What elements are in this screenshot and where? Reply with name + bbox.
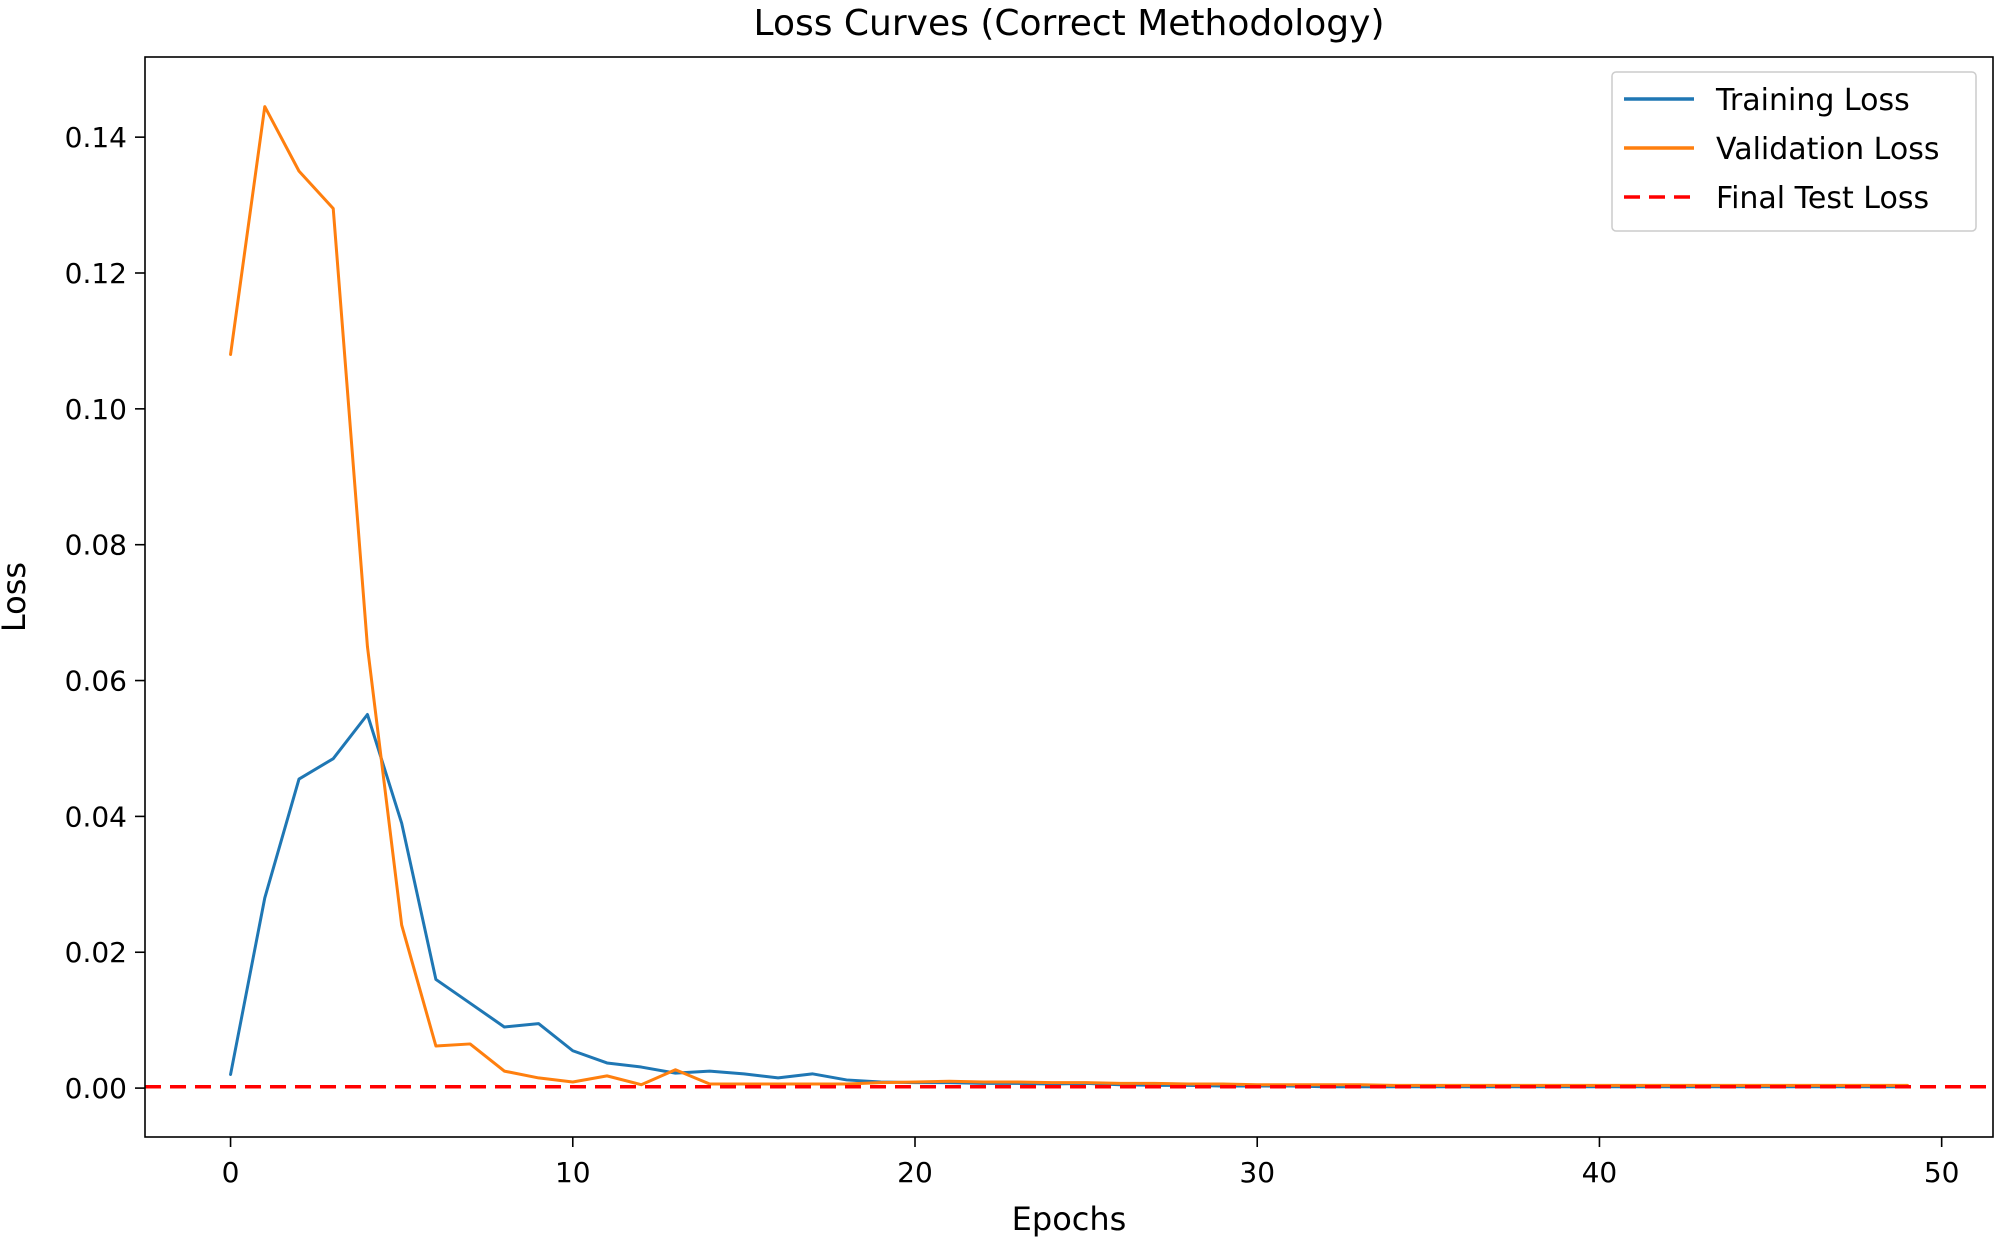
y-tick-label: 0.12 <box>65 257 127 290</box>
y-tick-label: 0.00 <box>65 1072 127 1105</box>
y-axis-label: Loss <box>0 562 33 632</box>
x-tick-label: 50 <box>1924 1156 1960 1189</box>
legend-label: Training Loss <box>1715 83 1910 118</box>
y-tick-label: 0.06 <box>65 665 127 698</box>
legend-label: Validation Loss <box>1716 132 1939 167</box>
series-line-training-loss <box>229 713 1909 1089</box>
legend-label: Final Test Loss <box>1716 181 1929 216</box>
x-tick-label: 20 <box>897 1156 933 1189</box>
y-tick-label: 0.10 <box>65 393 127 426</box>
x-axis-ticks: 0 10 20 30 40 50 <box>222 1137 1960 1189</box>
legend: Training Loss Validation Loss Final Test L… <box>1611 71 1977 232</box>
axes-frame <box>144 56 1994 1138</box>
y-tick-label: 0.08 <box>65 529 127 562</box>
y-tick-label: 0.02 <box>65 936 127 969</box>
x-tick-label: 0 <box>222 1156 240 1189</box>
y-tick-label: 0.14 <box>65 121 127 154</box>
series-layer <box>145 105 1993 1089</box>
x-tick-label: 30 <box>1239 1156 1275 1189</box>
plot-area <box>144 56 1994 1138</box>
x-tick-label: 10 <box>555 1156 591 1189</box>
series-line-validation-loss <box>229 105 1909 1087</box>
x-tick-label: 40 <box>1582 1156 1618 1189</box>
legend-box <box>1611 71 1977 232</box>
y-tick-label: 0.04 <box>65 800 127 833</box>
x-axis-label: Epochs <box>1012 1200 1127 1238</box>
y-axis-ticks: 0.00 0.02 0.04 0.06 0.08 0.10 0.12 0.14 <box>65 121 145 1105</box>
chart-title: Loss Curves (Correct Methodology) <box>754 3 1385 44</box>
